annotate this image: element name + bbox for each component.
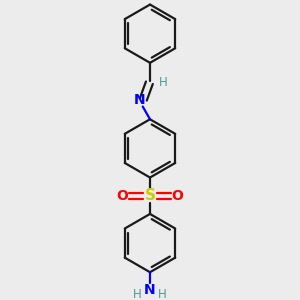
- Text: H: H: [158, 288, 167, 300]
- Text: O: O: [171, 189, 183, 203]
- Text: S: S: [145, 188, 155, 203]
- Text: O: O: [117, 189, 129, 203]
- Text: N: N: [133, 93, 145, 107]
- Text: H: H: [159, 76, 168, 89]
- Text: N: N: [144, 284, 156, 297]
- Text: H: H: [133, 288, 142, 300]
